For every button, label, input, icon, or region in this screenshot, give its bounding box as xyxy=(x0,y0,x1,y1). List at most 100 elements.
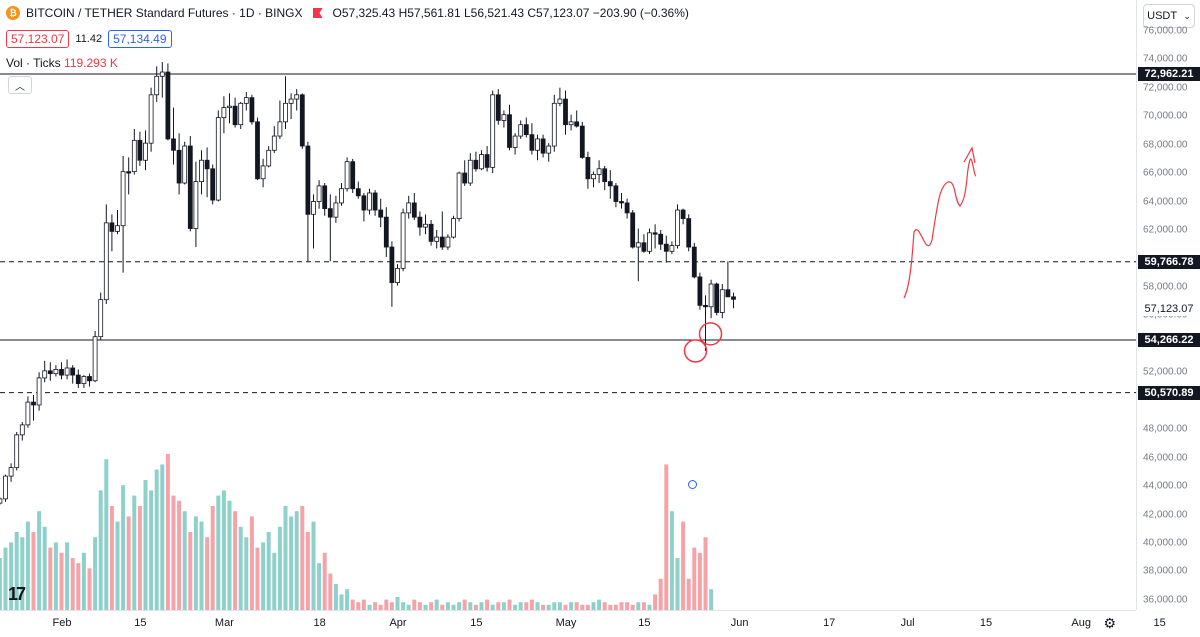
volume-bar xyxy=(451,604,456,610)
volume-bar xyxy=(289,516,294,610)
candle-body xyxy=(563,98,568,126)
candle-body xyxy=(624,202,630,214)
candle-body xyxy=(607,181,613,187)
symbol-title[interactable]: BITCOIN / TETHER Standard Futures · 1D ·… xyxy=(26,6,303,20)
time-axis[interactable]: ⚙ Feb 15 Mar 18 Apr 15 May 15 Jun 17 Jul 15 Aug 15 xyxy=(0,610,1166,637)
candle-body xyxy=(64,367,70,376)
volume-bar xyxy=(709,589,714,610)
gear-icon[interactable]: ⚙ xyxy=(1103,615,1116,631)
price-tick-label: 64,000.00 xyxy=(1143,196,1188,207)
volume-bar xyxy=(373,602,378,610)
volume-bar xyxy=(199,521,204,610)
volume-bar xyxy=(580,604,585,610)
candle-body xyxy=(271,135,277,151)
price-axis[interactable]: USDT ⌄ 76,000.00 74,000.00 72,000.00 70,000… xyxy=(1136,0,1200,610)
volume-bar xyxy=(541,604,546,610)
candle-body xyxy=(635,242,641,248)
volume-bar xyxy=(339,594,344,610)
price-tick-label: 66,000.00 xyxy=(1143,167,1188,179)
candle-body xyxy=(221,107,227,118)
chart-canvas[interactable] xyxy=(0,0,1136,610)
volume-bar xyxy=(636,602,641,610)
volume-bar xyxy=(81,552,86,610)
flag-icon[interactable] xyxy=(312,8,323,18)
volume-bar xyxy=(361,599,366,610)
candle-body xyxy=(557,98,563,104)
volume-bar xyxy=(518,602,523,610)
level-price-tag: 59,766.78 xyxy=(1138,254,1200,269)
candle-body xyxy=(187,145,193,229)
candle-body xyxy=(725,289,731,298)
volume-bar xyxy=(205,537,210,610)
change-value: −203.90 (−0.36%) xyxy=(592,6,689,20)
close-value: C57,123.07 xyxy=(527,6,590,20)
candle-body xyxy=(109,222,115,232)
level-price-tag: 54,266.22 xyxy=(1138,333,1200,347)
candle-body xyxy=(680,209,686,219)
sell-price-button[interactable]: 57,123.07 xyxy=(6,30,70,48)
candle-body xyxy=(540,138,546,154)
chart-marker-dot xyxy=(688,480,697,489)
volume-bar xyxy=(557,602,562,610)
volume-bar xyxy=(149,490,154,610)
candle-body xyxy=(495,94,501,121)
volume-bar xyxy=(59,552,64,610)
candle-body xyxy=(361,195,367,211)
candle-body xyxy=(652,232,658,235)
candle-body xyxy=(428,223,434,242)
candle-body xyxy=(47,370,53,375)
volume-bar xyxy=(513,604,518,610)
projection-arrowhead xyxy=(963,146,976,164)
candle-body xyxy=(3,475,8,500)
volume-bar xyxy=(65,542,70,610)
quote-panel: 57,123.07 11.42 57,134.49 xyxy=(6,30,172,48)
open-value: O57,325.43 xyxy=(332,6,396,20)
time-tick-label: 17 xyxy=(823,617,836,629)
candle-body xyxy=(19,424,25,436)
tradingview-logo[interactable]: 17 xyxy=(8,584,26,604)
spread-value: 11.42 xyxy=(75,33,103,45)
volume-bar xyxy=(317,563,322,610)
chart-area[interactable]: ₿ BITCOIN / TETHER Standard Futures · 1D… xyxy=(0,0,1136,610)
volume-bar xyxy=(277,526,282,610)
volume-bar xyxy=(98,490,103,610)
volume-bar xyxy=(647,604,652,610)
candle-body xyxy=(316,185,322,202)
candle-body xyxy=(641,242,647,252)
volume-bar xyxy=(311,521,316,610)
candle-body xyxy=(512,135,518,148)
volume-bar xyxy=(524,602,529,610)
volume-bar xyxy=(675,558,680,610)
bitcoin-logo-icon: ₿ xyxy=(6,6,20,20)
candle-body xyxy=(355,188,361,197)
candle-body xyxy=(507,114,512,148)
time-tick-label: Aug xyxy=(1071,617,1091,629)
candle-body xyxy=(327,208,333,218)
time-tick-label: 15 xyxy=(638,617,651,629)
volume-legend[interactable]: Vol · Ticks 119.293 K xyxy=(6,56,118,70)
currency-select[interactable]: USDT ⌄ xyxy=(1143,4,1195,28)
volume-bar xyxy=(669,511,674,610)
volume-bar xyxy=(479,602,484,610)
low-marker-circle xyxy=(683,339,708,363)
collapse-legend-button[interactable]: ︿ xyxy=(8,76,32,94)
volume-bar xyxy=(546,604,551,610)
volume-bar xyxy=(48,547,53,610)
volume-bar xyxy=(625,602,630,610)
volume-bar xyxy=(378,604,383,610)
candle-body xyxy=(59,368,64,376)
low-value: L56,521.43 xyxy=(463,6,525,20)
volume-bar xyxy=(417,602,422,610)
candle-body xyxy=(115,225,120,232)
candle-body xyxy=(439,236,445,248)
price-tick-label: 68,000.00 xyxy=(1143,139,1188,151)
volume-bar xyxy=(0,558,2,610)
volume-bar xyxy=(356,602,361,610)
candle-body xyxy=(467,159,473,184)
buy-price-button[interactable]: 57,134.49 xyxy=(108,30,172,48)
volume-bar xyxy=(429,602,434,610)
volume-bar xyxy=(42,526,47,610)
candle-body xyxy=(171,138,176,151)
time-tick-label: 18 xyxy=(313,617,326,629)
price-tick-label: 70,000.00 xyxy=(1143,110,1188,122)
